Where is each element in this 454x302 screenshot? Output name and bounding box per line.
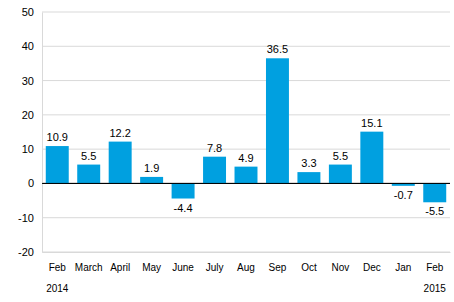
bar <box>235 167 258 184</box>
x-tick: Aug <box>237 252 255 273</box>
bar <box>140 177 163 184</box>
data-label: 5.5 <box>333 150 348 162</box>
data-label: 15.1 <box>361 117 382 129</box>
y-tick: 10 <box>22 143 42 155</box>
bar <box>360 132 383 184</box>
grid-line <box>42 46 450 47</box>
y-tick-label: 50 <box>22 6 34 18</box>
x-tick: Feb <box>49 252 67 273</box>
x-tick-label: Sep <box>269 262 287 273</box>
bar <box>266 58 289 183</box>
x-tick-label: April <box>110 262 130 273</box>
year-label: 2014 <box>46 283 69 294</box>
grid-line <box>42 149 450 150</box>
grid-line <box>42 114 450 115</box>
chart: -20 -10 0 10 20 30 40 50 Feb March April May June Jul… <box>0 0 454 302</box>
plot: -20 -10 0 10 20 30 40 50 Feb March April May June Jul… <box>18 6 450 294</box>
year-label: 2015 <box>424 283 447 294</box>
x-tick: May <box>142 252 161 273</box>
grid-line <box>42 80 450 81</box>
x-tick: March <box>75 252 103 273</box>
x-tick: Sep <box>269 252 287 273</box>
data-label: 3.3 <box>301 157 316 169</box>
x-axis: Feb March April May June July Aug Sep Oct Nov Dec J… <box>43 252 451 273</box>
bars <box>46 58 446 202</box>
x-tick-label: March <box>75 262 103 273</box>
data-label: 4.9 <box>238 152 253 164</box>
x-tick-label: June <box>172 262 194 273</box>
x-tick: Jan <box>395 252 411 273</box>
x-tick: July <box>206 252 224 273</box>
y-axis-line <box>42 13 43 253</box>
y-tick-label: -20 <box>18 246 34 258</box>
zero-line <box>42 183 450 184</box>
data-label: 10.9 <box>47 131 68 143</box>
x-tick-label: Feb <box>49 262 67 273</box>
bar <box>203 157 226 184</box>
grid-line <box>42 217 450 218</box>
bar <box>172 183 195 198</box>
data-label: -5.5 <box>425 205 444 217</box>
y-tick: 20 <box>22 109 42 121</box>
bar <box>423 183 446 202</box>
x-tick-label: Nov <box>331 262 349 273</box>
x-tick-label: Feb <box>426 262 444 273</box>
x-tick: June <box>172 252 194 273</box>
y-tick-label: 10 <box>22 143 34 155</box>
y-tick-label: 20 <box>22 109 34 121</box>
bar <box>109 142 132 184</box>
data-label: -0.7 <box>394 189 413 201</box>
y-tick: 30 <box>22 75 42 87</box>
x-tick: Oct <box>301 252 317 273</box>
x-tick-label: May <box>142 262 161 273</box>
bar <box>329 165 352 184</box>
bar <box>77 165 100 184</box>
x-tick-label: Dec <box>363 262 381 273</box>
data-label: 1.9 <box>144 162 159 174</box>
x-tick-label: Aug <box>237 262 255 273</box>
bar <box>46 146 69 183</box>
data-label: 5.5 <box>81 150 96 162</box>
y-tick-label: 30 <box>22 75 34 87</box>
x-tick: Feb <box>426 252 444 273</box>
grid-line <box>42 12 450 13</box>
data-labels: 10.9 5.5 12.2 1.9 -4.4 7.8 4.9 36.5 3.3 5.5 15.1 -0… <box>47 43 445 217</box>
x-tick-label: July <box>206 262 224 273</box>
y-tick-label: 0 <box>28 177 34 189</box>
bar <box>297 172 320 183</box>
x-tick: April <box>110 252 130 273</box>
x-axis-line <box>43 252 451 253</box>
data-label: 7.8 <box>207 142 222 154</box>
data-label: 36.5 <box>267 43 288 55</box>
grid-line <box>42 252 450 253</box>
y-tick: -20 <box>18 246 42 258</box>
zero-line <box>42 183 450 184</box>
x-tick-label: Oct <box>301 262 317 273</box>
data-label: -4.4 <box>174 202 193 214</box>
x-tick-label: Jan <box>395 262 411 273</box>
y-tick: 50 <box>22 6 42 18</box>
x-tick: Dec <box>363 252 381 273</box>
y-tick-label: -10 <box>18 212 34 224</box>
y-tick: 0 <box>28 177 42 189</box>
x-tick: Nov <box>331 252 349 273</box>
y-tick-label: 40 <box>22 40 34 52</box>
y-axis: -20 -10 0 10 20 30 40 50 <box>18 6 42 258</box>
y-tick: 40 <box>22 40 42 52</box>
y-tick: -10 <box>18 212 42 224</box>
data-label: 12.2 <box>109 127 130 139</box>
grid <box>42 12 450 252</box>
